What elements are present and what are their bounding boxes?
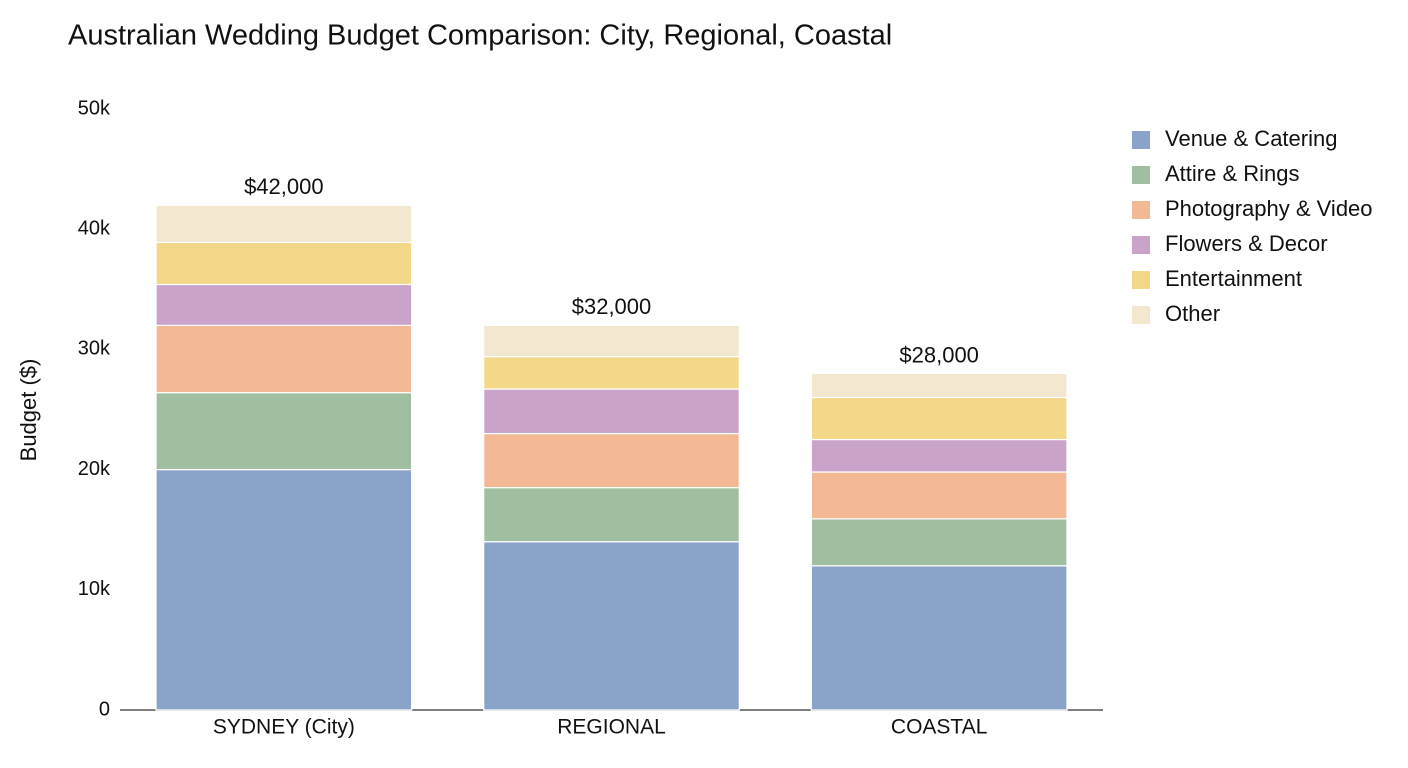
- bar-segment: [810, 471, 1068, 520]
- y-tick-label: 0: [99, 698, 110, 720]
- legend-label: Other: [1165, 301, 1220, 326]
- x-tick-label: REGIONAL: [557, 716, 666, 739]
- bar-segment: [155, 204, 413, 244]
- bar-segment: [483, 356, 740, 390]
- legend-label: Flowers & Decor: [1165, 231, 1328, 256]
- chart-title: Australian Wedding Budget Comparison: Ci…: [68, 20, 892, 52]
- legend-swatch: [1132, 236, 1150, 254]
- bar-segment: [155, 241, 413, 286]
- total-label: $28,000: [899, 342, 979, 367]
- bar-segment: [483, 324, 740, 358]
- total-label: $42,000: [244, 174, 324, 199]
- bar-segment: [810, 518, 1068, 567]
- y-tick-label: 50k: [78, 97, 111, 119]
- bar-segment: [155, 469, 413, 711]
- x-tick-label: COASTAL: [891, 716, 987, 739]
- bar-segment: [155, 324, 413, 394]
- legend-label: Photography & Video: [1165, 196, 1373, 221]
- bar-segment: [810, 372, 1068, 399]
- bar-segment: [483, 487, 740, 543]
- bar-segment: [155, 283, 413, 326]
- bar-segment: [483, 388, 740, 435]
- legend-swatch: [1132, 166, 1150, 184]
- x-tick-label: SYDNEY (City): [213, 716, 355, 739]
- bar-segment: [810, 438, 1068, 473]
- total-label: $32,000: [572, 294, 652, 319]
- bar-segment: [810, 565, 1068, 711]
- legend-swatch: [1132, 201, 1150, 219]
- legend-label: Attire & Rings: [1165, 161, 1300, 186]
- bar-segment: [483, 541, 740, 711]
- y-tick-label: 10k: [78, 578, 111, 600]
- legend-swatch: [1132, 131, 1150, 149]
- bar-segment: [155, 392, 413, 471]
- y-tick-label: 20k: [78, 458, 111, 480]
- y-tick-label: 30k: [78, 338, 111, 360]
- y-axis-label: Budget ($): [16, 359, 41, 462]
- legend-label: Venue & Catering: [1165, 126, 1337, 151]
- bar-segment: [810, 396, 1068, 441]
- legend-swatch: [1132, 306, 1150, 324]
- bar-segment: [483, 432, 740, 489]
- y-tick-label: 40k: [78, 217, 111, 239]
- legend-label: Entertainment: [1165, 266, 1302, 291]
- legend-swatch: [1132, 271, 1150, 289]
